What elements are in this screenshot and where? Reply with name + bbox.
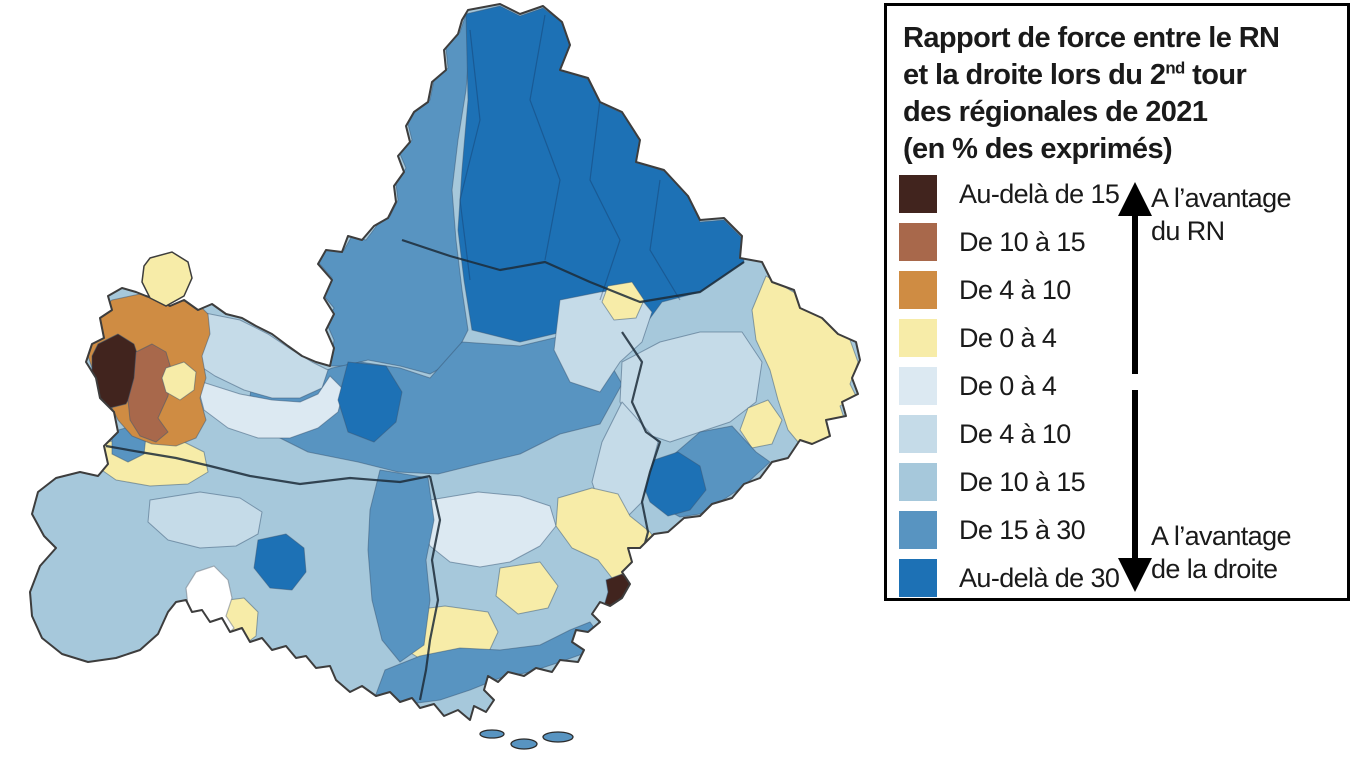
- legend-swatch: [899, 463, 937, 501]
- legend-label: De 0 à 4: [959, 370, 1057, 401]
- legend-item-7: De 15 à 30: [899, 511, 1086, 549]
- legend-item-6: De 10 à 15: [899, 463, 1086, 501]
- legend-label: Au-delà de 30: [959, 562, 1120, 593]
- canton-area-18: [367, 469, 435, 663]
- legend-swatch: [899, 175, 937, 213]
- legend-label: De 4 à 10: [959, 274, 1071, 305]
- valreas-enclave: [141, 251, 193, 307]
- legend-swatch: [899, 367, 937, 405]
- legend-item-2: De 4 à 10: [899, 271, 1071, 309]
- canton-area-5: [337, 361, 403, 443]
- canton-boundary: [589, 99, 621, 301]
- legend-item-8: Au-delà de 30: [899, 559, 1120, 597]
- canton-area-29: [161, 361, 197, 401]
- department-border: [418, 475, 442, 701]
- island-2: [542, 731, 574, 743]
- legend-title: Rapport de force entre le RN et la droit…: [903, 22, 1280, 165]
- legend-label: De 4 à 10: [959, 418, 1071, 449]
- legend-item-4: De 0 à 4: [899, 367, 1057, 405]
- legend-label: De 10 à 15: [959, 466, 1086, 497]
- canton-boundary: [459, 29, 481, 281]
- advantage-droite-caption: A l’avantage de la droite: [1151, 521, 1292, 584]
- legend-label: Au-delà de 15: [959, 178, 1120, 209]
- legend-label: De 10 à 15: [959, 226, 1086, 257]
- island-0: [479, 729, 505, 739]
- legend-item-3: De 0 à 4: [899, 319, 1057, 357]
- canton-boundary: [649, 179, 681, 301]
- canton-area-28: [127, 343, 173, 443]
- legend-swatch: [899, 319, 937, 357]
- canton-area-22: [253, 533, 307, 591]
- map-canvas: [29, 3, 861, 750]
- legend-swatch: [899, 559, 937, 597]
- legend-swatch: [899, 511, 937, 549]
- canton-boundary: [529, 14, 561, 261]
- island-1: [510, 738, 538, 750]
- canton-area-16: [495, 561, 559, 615]
- department-border: [401, 238, 745, 304]
- arrow-down-icon: [1118, 390, 1152, 592]
- choropleth-map-paca: [29, 3, 861, 750]
- region-outline: [29, 3, 861, 721]
- legend-swatch: [899, 223, 937, 261]
- canton-area-23: [147, 491, 263, 549]
- canton-area-27: [91, 333, 141, 409]
- department-border: [105, 444, 431, 486]
- legend-item-5: De 4 à 10: [899, 415, 1071, 453]
- legend-label: De 0 à 4: [959, 322, 1057, 353]
- advantage-rn-caption: A l’avantage du RN: [1151, 183, 1292, 246]
- legend-item-0: Au-delà de 15: [899, 175, 1120, 213]
- legend-item-1: De 10 à 15: [899, 223, 1086, 261]
- legend-swatch: [899, 415, 937, 453]
- legend-label: De 15 à 30: [959, 514, 1086, 545]
- legend-swatch: [899, 271, 937, 309]
- legend-box: Rapport de force entre le RN et la droit…: [884, 3, 1350, 601]
- canton-area-10: [739, 399, 783, 449]
- arrow-up-icon: [1118, 182, 1152, 374]
- advantage-arrows: [1118, 182, 1152, 592]
